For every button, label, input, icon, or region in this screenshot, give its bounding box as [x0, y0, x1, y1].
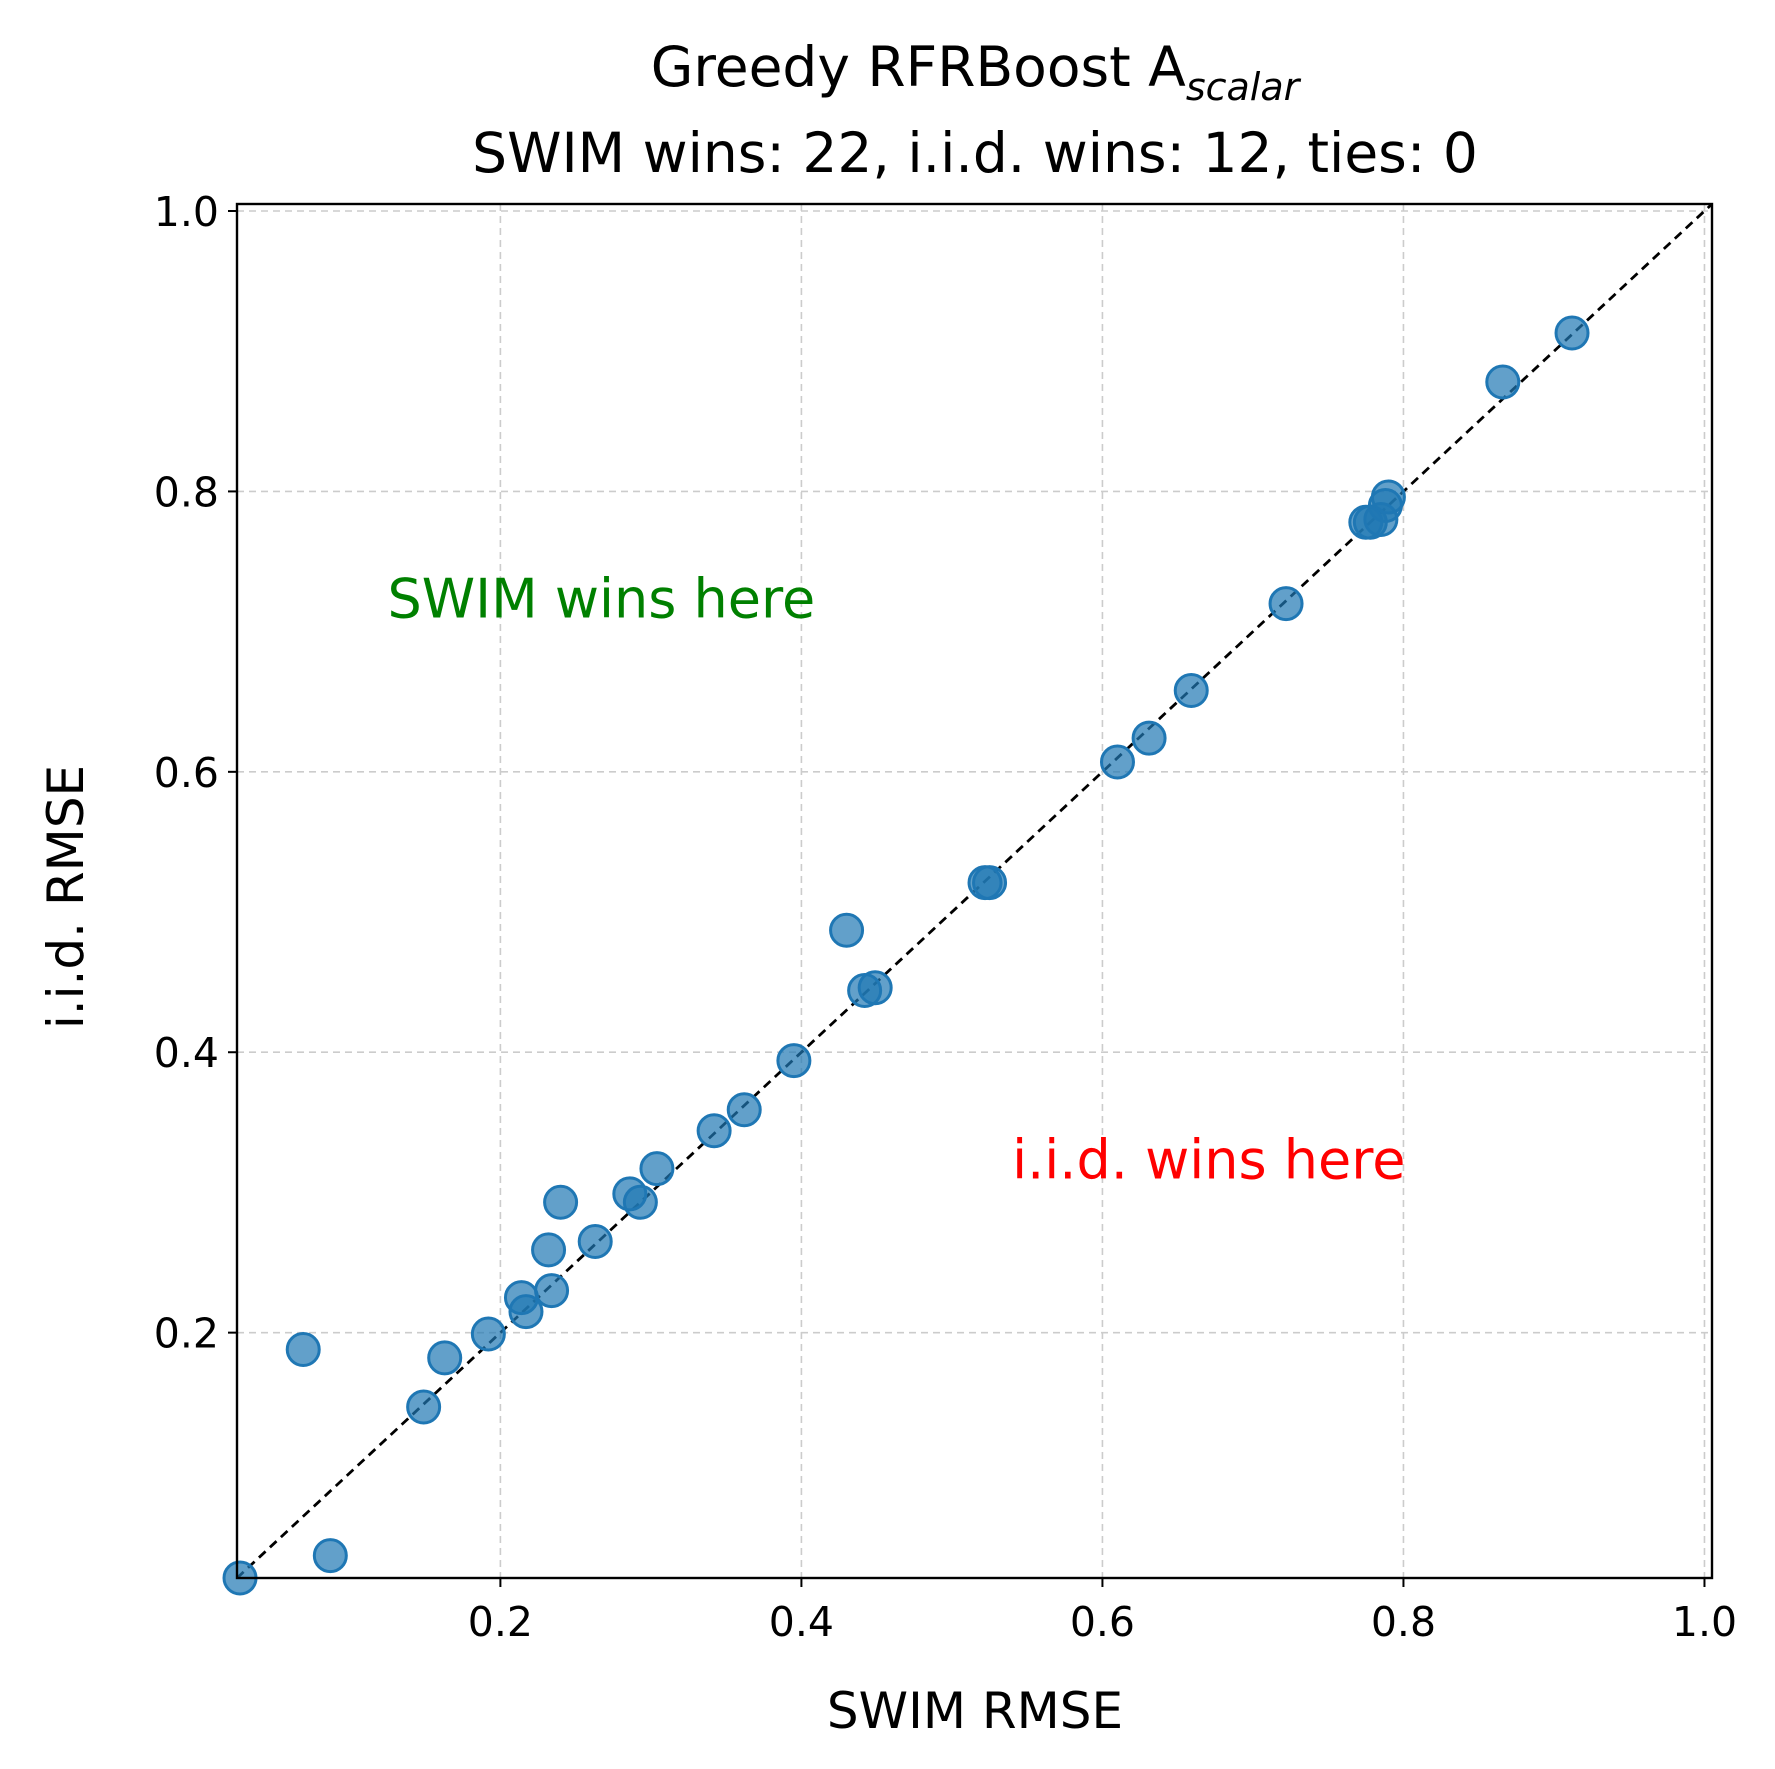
- chart-title-subscript: scalar: [1186, 65, 1302, 109]
- axes-frame: [235, 202, 1714, 1580]
- data-point: [1348, 504, 1384, 540]
- x-tick-label: 0.8: [1371, 1598, 1436, 1646]
- annotation-swim-wins: SWIM wins here: [388, 568, 816, 631]
- data-point: [776, 1043, 812, 1079]
- data-point: [829, 912, 865, 948]
- data-point: [967, 865, 1003, 901]
- data-point: [577, 1224, 613, 1260]
- chart-title: Greedy RFRBoost Ascalar: [651, 35, 1302, 109]
- data-point: [847, 973, 883, 1009]
- data-point: [312, 1538, 348, 1574]
- data-point: [726, 1092, 762, 1128]
- annotation-iid-wins: i.i.d. wins here: [1012, 1128, 1405, 1191]
- data-point: [508, 1294, 544, 1330]
- data-point: [1554, 315, 1590, 351]
- y-tick-label: 0.2: [154, 1310, 219, 1358]
- chart-subtitle: SWIM wins: 22, i.i.d. wins: 12, ties: 0: [472, 121, 1478, 185]
- x-tick-label: 0.6: [1070, 1598, 1135, 1646]
- data-point: [470, 1316, 506, 1352]
- data-point: [622, 1184, 658, 1220]
- data-point: [696, 1113, 732, 1149]
- data-point: [1268, 586, 1304, 622]
- data-point: [406, 1389, 442, 1425]
- y-tick-label: 0.8: [154, 468, 219, 516]
- y-tick-label: 0.6: [154, 749, 219, 797]
- data-point: [1173, 673, 1209, 709]
- data-point: [531, 1232, 567, 1268]
- x-tick-label: 0.4: [769, 1598, 834, 1646]
- x-tick-label: 1.0: [1672, 1598, 1737, 1646]
- y-tick-label: 1.0: [154, 188, 219, 236]
- data-points: [222, 315, 1590, 1596]
- x-tick-label: 0.2: [468, 1598, 533, 1646]
- x-axis-title: SWIM RMSE: [827, 1682, 1123, 1740]
- data-point: [1485, 364, 1521, 400]
- data-point: [285, 1331, 321, 1367]
- data-point: [543, 1184, 579, 1220]
- y-axis-title: i.i.d. RMSE: [37, 765, 95, 1029]
- data-point: [639, 1151, 675, 1187]
- data-point: [427, 1340, 463, 1376]
- data-point: [1099, 744, 1135, 780]
- y-tick-label: 0.4: [154, 1029, 219, 1077]
- data-point: [1131, 720, 1167, 756]
- axis-ticks: 0.2 0.4 0.6 0.8 1.0 0.2 0.4 0.6 0.8 1.0: [154, 188, 1737, 1646]
